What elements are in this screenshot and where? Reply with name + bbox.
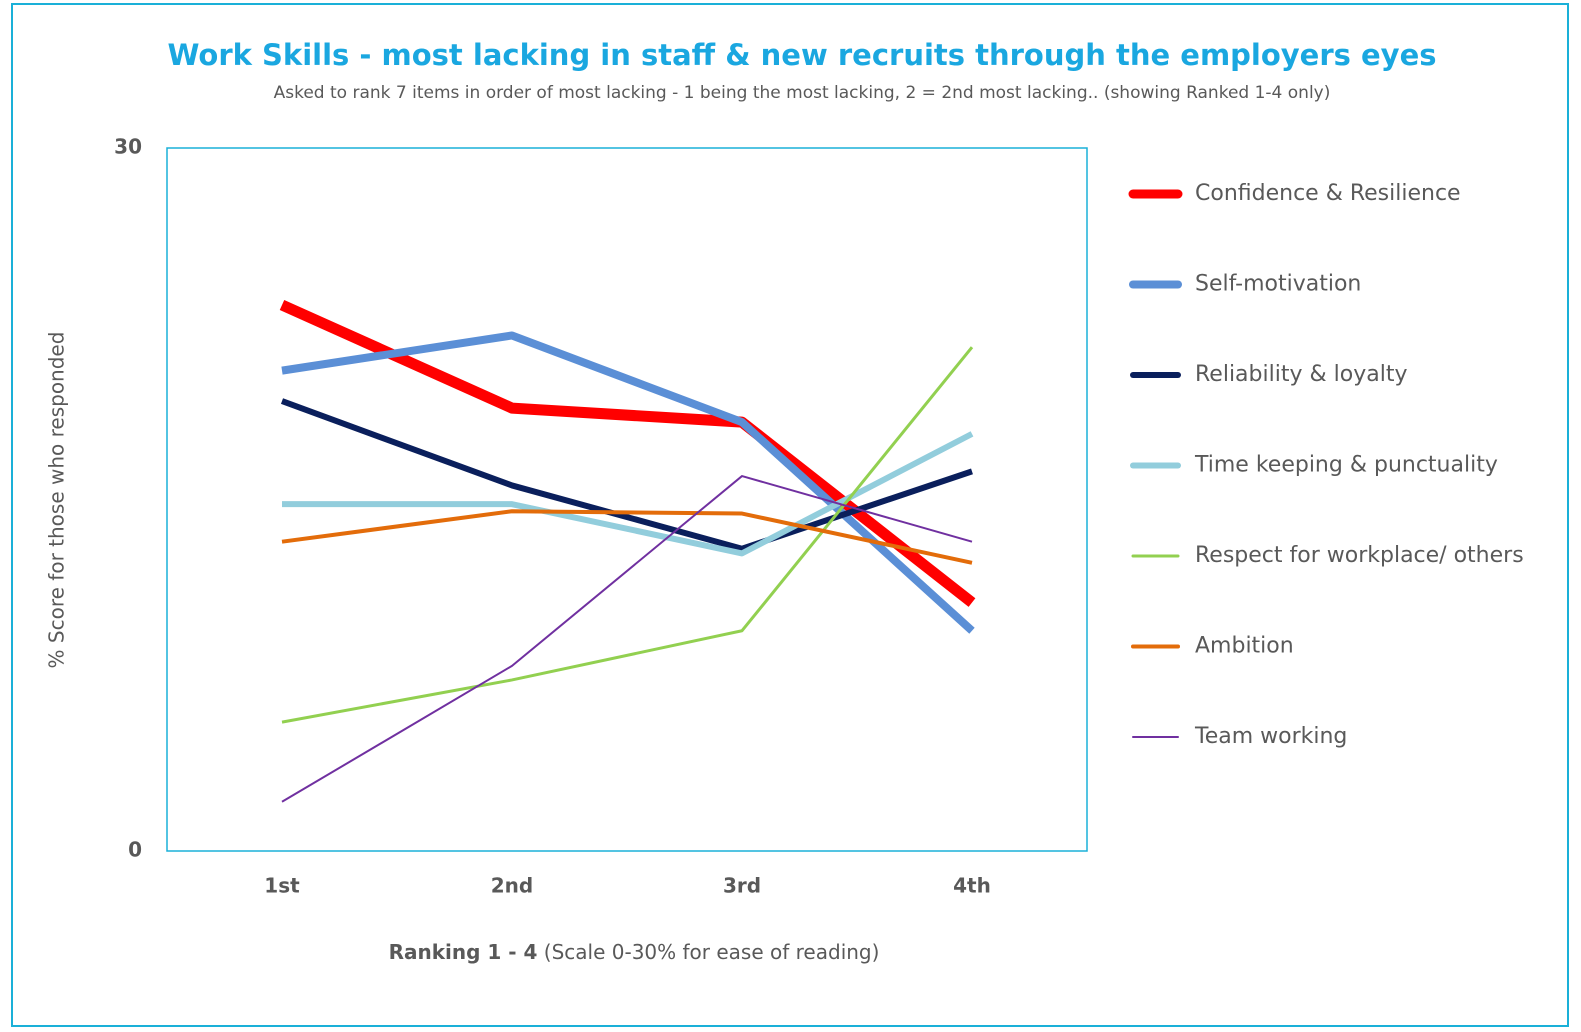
legend-label: Ambition bbox=[1195, 634, 1294, 659]
x-tick-label: 1st bbox=[264, 874, 300, 898]
y-tick-label: 30 bbox=[114, 135, 142, 159]
x-tick-label: 4th bbox=[953, 874, 991, 898]
series-line bbox=[281, 331, 975, 634]
series-line bbox=[281, 346, 974, 724]
series-line bbox=[281, 509, 973, 565]
series-line bbox=[280, 398, 973, 552]
y-axis-label: % Score for those who responded bbox=[45, 332, 69, 669]
x-axis-label-note: (Scale 0-30% for ease of reading) bbox=[544, 940, 880, 964]
y-tick-label: 0 bbox=[128, 838, 142, 862]
x-axis-label: Ranking 1 - 4 (Scale 0-30% for ease of r… bbox=[389, 940, 880, 964]
frame bbox=[11, 3, 1569, 1027]
series-line bbox=[282, 431, 974, 557]
legend-label: Reliability & loyalty bbox=[1195, 362, 1407, 387]
x-tick-label: 2nd bbox=[491, 874, 533, 898]
plot-area bbox=[166, 147, 1088, 852]
x-tick-label: 3rd bbox=[723, 874, 761, 898]
series-line bbox=[279, 299, 976, 607]
legend-label: Time keeping & punctuality bbox=[1194, 453, 1498, 478]
legend-label: Self-motivation bbox=[1195, 272, 1361, 297]
x-axis-label-main: Ranking 1 - 4 bbox=[389, 940, 538, 964]
chart-subtitle: Asked to rank 7 items in order of most l… bbox=[274, 83, 1331, 103]
chart-title: Work Skills - most lacking in staff & ne… bbox=[167, 38, 1436, 72]
legend-label: Respect for workplace/ others bbox=[1195, 543, 1524, 568]
series-line bbox=[281, 475, 973, 803]
legend-label: Team working bbox=[1194, 724, 1347, 749]
legend-label: Confidence & Resilience bbox=[1195, 181, 1461, 206]
